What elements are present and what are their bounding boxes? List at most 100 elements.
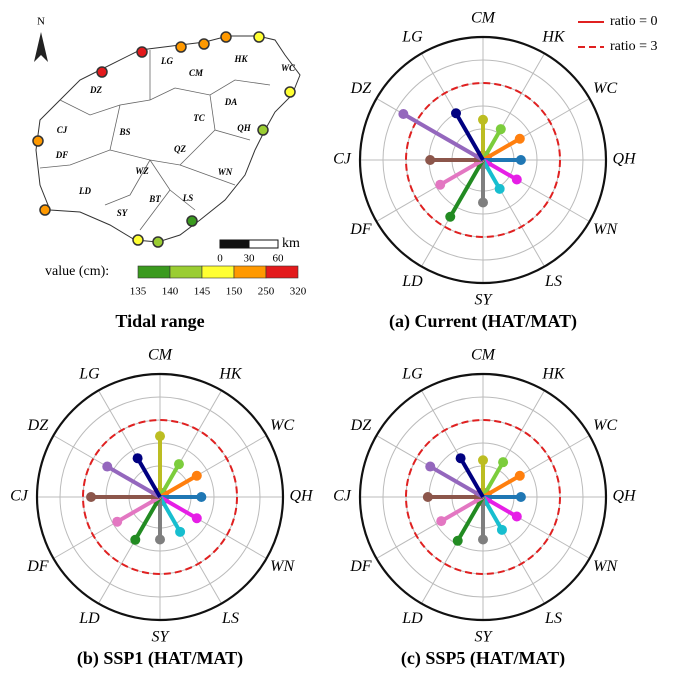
lollipop-head <box>191 513 202 524</box>
reference-ring <box>405 419 561 575</box>
lollipop-stem <box>133 496 162 541</box>
lollipop-stem <box>158 495 198 520</box>
outer-boundary <box>358 372 608 622</box>
lollipop-stem <box>402 112 484 162</box>
region-label: CM <box>189 68 204 78</box>
legend-label: ratio = 0 <box>610 14 658 29</box>
category-label: WN <box>593 221 618 238</box>
category-label: CJ <box>10 488 29 505</box>
category-label: WC <box>593 80 617 97</box>
lollipop-head <box>112 516 123 527</box>
category-label: DZ <box>350 417 373 434</box>
region-label: WZ <box>135 166 149 176</box>
reference-ring <box>82 419 238 575</box>
colorbar-tick-label: 150 <box>226 286 243 298</box>
colorbar-segment <box>137 265 171 279</box>
lollipop-head <box>514 470 525 481</box>
scale-tick-label: 0 <box>217 253 223 265</box>
scale-segment <box>248 239 279 249</box>
island-outline <box>35 35 301 243</box>
chart-title: (a) Current (HAT/MAT) <box>389 311 577 332</box>
lollipop-head <box>515 155 526 165</box>
colorbar-tick-label: 320 <box>290 286 307 298</box>
colorbar-tick-label: 250 <box>258 286 275 298</box>
lollipop-stem <box>481 461 505 499</box>
category-label: SY <box>475 292 494 309</box>
region-label: LS <box>182 193 194 203</box>
lollipop-stem <box>439 158 485 187</box>
region-label: HK <box>233 54 248 64</box>
region-label: LG <box>160 56 173 66</box>
colorbar-segment <box>169 265 203 279</box>
lollipop-stem <box>482 474 521 499</box>
colorbar-segment <box>201 265 235 279</box>
station <box>132 234 144 246</box>
colorbar-tick-label: 140 <box>162 286 179 298</box>
lollipop-head <box>445 211 456 222</box>
station <box>253 31 265 43</box>
region-label: QZ <box>174 144 186 154</box>
scale-unit: km <box>282 236 300 251</box>
lollipop-stem <box>116 495 162 524</box>
lollipop-head <box>514 133 525 144</box>
category-label: LS <box>544 610 562 627</box>
station <box>152 236 164 248</box>
lollipop-stem <box>481 495 518 519</box>
lollipop-head <box>515 492 526 502</box>
region-label: BT <box>148 194 161 204</box>
station <box>136 46 148 58</box>
region-label: CJ <box>57 125 68 135</box>
station <box>186 215 198 227</box>
category-label: LS <box>544 273 562 290</box>
station <box>284 86 296 98</box>
scale-tick-label: 60 <box>273 253 285 265</box>
category-label: CM <box>471 347 497 364</box>
legend-label: ratio = 3 <box>610 39 658 54</box>
category-label: HK <box>218 366 243 383</box>
reference-ring <box>405 82 561 238</box>
category-label: WN <box>593 558 618 575</box>
lollipop-head <box>495 124 506 135</box>
lollipop-head <box>451 108 461 119</box>
category-label: LG <box>78 366 100 383</box>
region-borders <box>39 50 271 231</box>
lollipop-head <box>511 174 522 185</box>
region-label: TC <box>193 113 205 123</box>
lollipop-head <box>422 492 433 502</box>
lollipop-head <box>496 524 507 535</box>
lollipop-head <box>478 114 488 125</box>
scale-segment <box>219 239 250 249</box>
lollipop-head <box>175 526 186 537</box>
lollipop-head <box>478 455 488 466</box>
category-label: WN <box>270 558 295 575</box>
lollipop-stem <box>135 457 162 498</box>
region-label: WC <box>281 63 296 73</box>
category-label: DF <box>349 558 372 575</box>
category-label: SY <box>152 629 171 646</box>
lollipop-stem <box>158 495 182 533</box>
colorbar-label: value (cm): <box>45 264 109 279</box>
lollipop-stem <box>481 159 502 190</box>
category-label: LD <box>401 273 423 290</box>
category-label: SY <box>475 629 494 646</box>
lollipop-stem <box>158 463 181 499</box>
colorbar-tick-label: 145 <box>194 286 211 298</box>
category-label: DF <box>26 558 49 575</box>
lollipop-stem <box>455 496 485 542</box>
north-arrow-shape <box>34 32 48 62</box>
region-label: BS <box>118 127 130 137</box>
lollipop-head <box>452 535 463 546</box>
station <box>198 38 210 50</box>
category-label: HK <box>541 29 566 46</box>
lollipop-stem <box>158 474 198 499</box>
category-label: CM <box>148 347 174 364</box>
outer-boundary <box>358 35 608 285</box>
lollipop-head <box>196 492 207 502</box>
lollipop-head <box>425 461 436 472</box>
lollipop-head <box>155 534 165 545</box>
scale-tick-label: 30 <box>244 253 256 265</box>
station <box>96 66 108 78</box>
stations <box>32 31 296 248</box>
category-label: LD <box>78 610 100 627</box>
